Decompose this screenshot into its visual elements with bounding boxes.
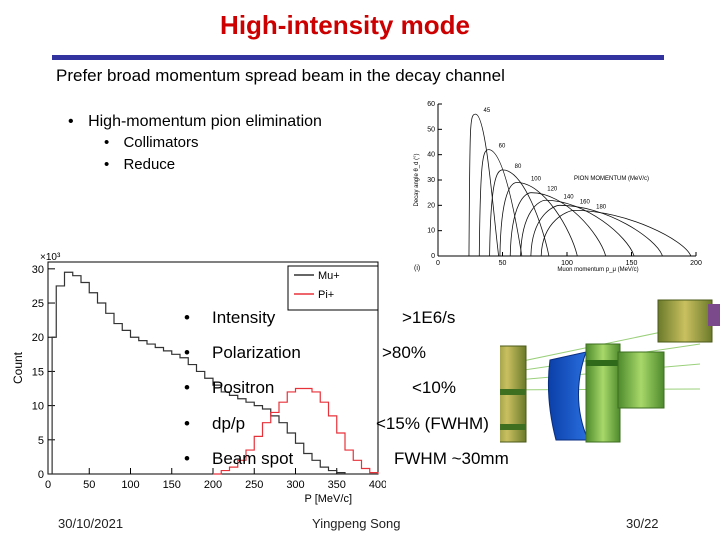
spec-value-polarization: >80% — [382, 343, 426, 362]
decay-curve-60 — [478, 149, 523, 257]
spec-label-beam-spot: Beam spot — [212, 449, 294, 468]
decay-x-tick-label: 100 — [561, 260, 573, 267]
momentum-histogram: 0 50 100 150 200 250 300 350 400 0 5 10 15 20 25 30×10³… — [11, 252, 386, 505]
spec-value-dpp: <15% (FWHM) — [376, 414, 489, 433]
footer-date: 30/10/2021 — [58, 516, 124, 531]
spec-label-intensity: Intensity — [212, 308, 276, 327]
y-tick-label: 20 — [32, 332, 44, 344]
spec-value-positron: <10% — [412, 378, 456, 397]
decay-legend-title: PION MOMENTUM (MeV/c) — [574, 176, 649, 182]
dipole-magnet — [547, 351, 589, 441]
sub-bullet-text: Reduce — [123, 156, 176, 173]
y-tick-label: 30 — [32, 264, 44, 276]
bullet-pion-elimination: • High-momentum pion elimination — [68, 113, 322, 131]
decay-curve-label: 100 — [531, 177, 542, 183]
sub-bullet-collimators: • Collimators — [104, 134, 198, 151]
y-tick-label: 0 — [38, 469, 44, 481]
spec-value-intensity: >1E6/s — [402, 308, 456, 327]
bullet-glyph: • — [68, 113, 74, 130]
x-tick-label: 400 — [369, 479, 386, 491]
legend-entry: Mu+ — [318, 270, 340, 282]
decay-curve-140 — [520, 199, 635, 257]
legend-entry: Pi+ — [318, 289, 334, 301]
spec-value-beam-spot: FWHM ~30mm — [394, 449, 509, 468]
decay-y-tick-label: 30 — [427, 177, 435, 184]
x-tick-label: 150 — [163, 479, 181, 491]
decay-curve-label: 45 — [483, 108, 490, 114]
target-block — [657, 299, 713, 343]
series-pi-plus — [213, 387, 379, 475]
y-tick-label: 10 — [32, 401, 44, 413]
decay-y-axis-label: Decay angle θ_d (°) — [414, 153, 420, 206]
footer-author: Yingpeng Song — [312, 516, 401, 531]
decay-curve-180 — [540, 209, 692, 257]
footer-page-number: 30/22 — [626, 516, 659, 531]
slide-title: High-intensity mode — [220, 10, 470, 40]
decay-x-tick-label: 50 — [499, 260, 507, 267]
decay-curve-160 — [530, 204, 663, 257]
legend-box — [287, 265, 379, 311]
decay-curve-120 — [509, 192, 607, 257]
y-exponent: ×10³ — [40, 252, 61, 263]
collimator-band-1 — [500, 389, 526, 395]
spec-label-positron: Positron — [212, 378, 275, 397]
sub-bullet-reduce: • Reduce — [104, 156, 175, 173]
x-tick-label: 300 — [286, 479, 304, 491]
target-cap — [708, 304, 720, 326]
x-tick-label: 50 — [83, 479, 95, 491]
decay-angle-chart: 0 50 100 150 200 0 10 20 30 40 50 60 Decay angle θ_d… — [414, 101, 702, 273]
x-tick-label: 250 — [245, 479, 263, 491]
title-underline — [52, 55, 664, 60]
slide-subtitle: Prefer broad momentum spread beam in the… — [56, 66, 505, 85]
decay-y-tick-label: 20 — [427, 202, 435, 209]
spec-bullet: • — [184, 378, 190, 397]
decay-y-tick-label: 40 — [427, 152, 435, 159]
y-axis-label: Count — [11, 351, 25, 384]
spec-label-polarization: Polarization — [212, 343, 301, 362]
y-tick-label: 25 — [32, 298, 44, 310]
quadrupole-1 — [585, 343, 621, 443]
decay-curve-label: 80 — [515, 164, 522, 170]
beamline-illustration — [500, 299, 720, 443]
sub-bullet-text: Collimators — [123, 134, 199, 151]
decay-y-tick-label: 60 — [427, 101, 435, 108]
decay-curve-label: 160 — [580, 199, 591, 205]
decay-curve-label: 60 — [499, 144, 506, 150]
bullet-text: High-momentum pion elimination — [88, 113, 322, 130]
spec-bullet: • — [184, 449, 190, 468]
decay-x-tick-label: 200 — [690, 260, 702, 267]
x-tick-label: 350 — [328, 479, 346, 491]
decay-curve-label: 180 — [596, 204, 607, 210]
y-tick-label: 15 — [32, 366, 44, 378]
series-mu-plus — [48, 271, 346, 475]
x-tick-label: 200 — [204, 479, 222, 491]
quadrupole-band — [586, 360, 620, 366]
decay-y-tick-label: 50 — [427, 126, 435, 133]
decay-x-tick-label: 150 — [626, 260, 638, 267]
x-axis-label: P [MeV/c] — [305, 493, 352, 505]
decay-x-axis-label: Muon momentum p_μ (MeV/c) — [557, 267, 638, 273]
spec-bullet: • — [184, 343, 190, 362]
spec-label-dpp: dp/p — [212, 414, 246, 433]
decay-curve-label: 140 — [564, 194, 575, 200]
x-tick-label: 100 — [121, 479, 139, 491]
decay-curve-45 — [468, 113, 500, 257]
decay-y-tick-label: 0 — [431, 253, 435, 260]
x-tick-label: 0 — [45, 479, 51, 491]
decay-curve-100 — [499, 182, 578, 257]
decay-curve-label: 120 — [547, 187, 558, 193]
decay-x-tick-label: 0 — [436, 260, 440, 267]
decay-curve-80 — [489, 169, 550, 257]
collimator-band-2 — [500, 424, 526, 430]
spec-bullet: • — [184, 414, 190, 433]
bullet-glyph: • — [104, 156, 110, 173]
spec-bullet: • — [184, 308, 190, 327]
decay-panel-label: (i) — [414, 265, 420, 272]
quadrupole-2 — [617, 351, 665, 409]
y-tick-label: 5 — [38, 435, 44, 447]
bullet-glyph: • — [104, 134, 110, 151]
decay-y-tick-label: 10 — [427, 228, 435, 235]
